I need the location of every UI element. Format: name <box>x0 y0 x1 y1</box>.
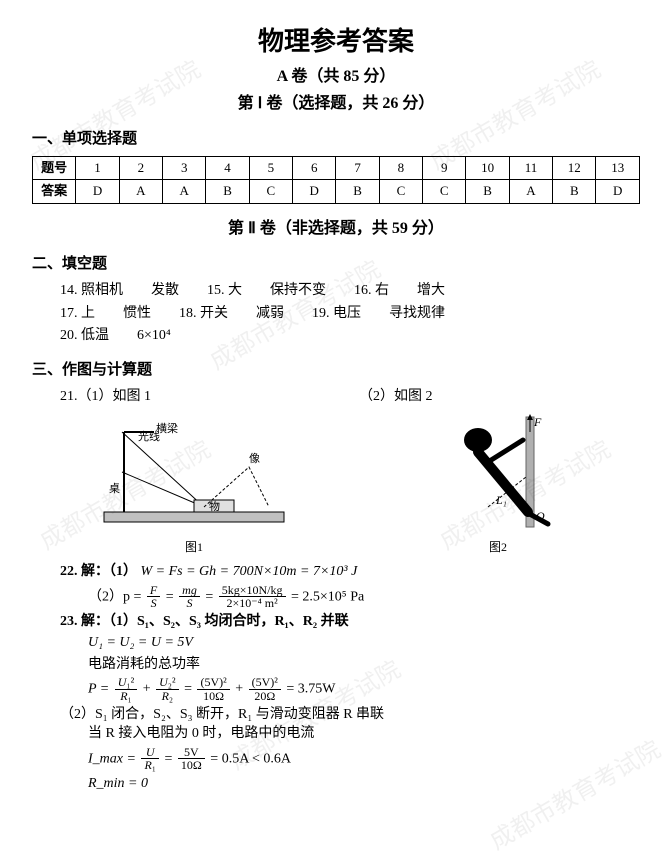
q23-p-formula: P = U₁²R₁ + U₂²R₂ = (5V)²10Ω + (5V)²20Ω … <box>88 676 640 702</box>
fill-row: 20. 低温 6×10⁴ <box>60 326 640 346</box>
fill-ans: 增大 <box>417 281 445 301</box>
svg-text:O: O <box>536 509 545 523</box>
q22-head: 22. 解：（1） <box>60 564 137 579</box>
svg-text:横梁: 横梁 <box>156 421 178 435</box>
fill-ans: 20. 低温 <box>60 326 109 346</box>
fraction: FS <box>145 584 162 610</box>
qnum: 3 <box>163 157 206 180</box>
ans: C <box>379 180 422 203</box>
q23-i-formula: I_max = UR₁ = 5V10Ω = 0.5A < 0.6A <box>88 746 640 772</box>
fill-ans: 惯性 <box>123 304 151 324</box>
figure-2: F L₁ O 图2 <box>418 412 578 556</box>
svg-text:物: 物 <box>209 499 220 513</box>
fill-ans: 发散 <box>151 281 179 301</box>
ans: B <box>553 180 596 203</box>
answer-table: 题号 1 2 3 4 5 6 7 8 9 10 11 12 13 答案 D A … <box>32 156 640 203</box>
row-label: 题号 <box>33 157 76 180</box>
q23-u-line: U₁ = U₂ = U = 5V <box>88 633 640 653</box>
q21-1-text: 21.（1）如图 1 <box>60 387 151 407</box>
q23-2-line: （2）S₁ 闭合，S₂、S₃ 断开，R₁ 与滑动变阻器 R 串联 <box>60 705 640 725</box>
ans: B <box>466 180 509 203</box>
q23-i-rhs: = 0.5A < 0.6A <box>210 751 291 766</box>
row-label: 答案 <box>33 180 76 203</box>
fill-ans: 14. 照相机 <box>60 281 123 301</box>
figure-row: 光线 横梁 像 桌 物 图1 F L₁ O 图2 <box>32 412 640 556</box>
q23-text: 电路消耗的总功率 <box>88 655 640 675</box>
q22-1-formula: W = Fs = Gh = 700N×10m = 7×10³ J <box>141 564 358 579</box>
qnum: 6 <box>293 157 336 180</box>
part2-label: 第 Ⅱ 卷（非选择题，共 59 分） <box>32 218 640 240</box>
qnum: 13 <box>596 157 640 180</box>
ans: B <box>206 180 249 203</box>
figure-1: 光线 横梁 像 桌 物 图1 <box>94 412 294 556</box>
q22-2-rhs: = 2.5×10⁵ Pa <box>291 589 364 604</box>
figure-2-caption: 图2 <box>418 539 578 556</box>
svg-text:像: 像 <box>249 452 260 465</box>
fill-ans: 18. 开关 <box>179 304 228 324</box>
section-fill-head: 二、填空题 <box>32 254 640 275</box>
qnum: 1 <box>76 157 119 180</box>
section-mc-head: 一、单项选择题 <box>32 129 640 150</box>
fraction: U₂²R₂ <box>154 676 180 702</box>
figure-1-svg: 光线 横梁 像 桌 物 <box>94 412 294 532</box>
fill-row: 14. 照相机 发散 15. 大 保持不变 16. 右 增大 <box>60 281 640 301</box>
q23-p-lhs: P = <box>88 682 109 697</box>
fraction: UR₁ <box>139 746 161 772</box>
ans: D <box>293 180 336 203</box>
fraction: (5V)²10Ω <box>195 676 231 702</box>
fraction: (5V)²20Ω <box>247 676 283 702</box>
ans: D <box>596 180 640 203</box>
figure-1-caption: 图1 <box>94 539 294 556</box>
fill-ans: 减弱 <box>256 304 284 324</box>
ans: B <box>336 180 379 203</box>
section-calc-head: 三、作图与计算题 <box>32 360 640 381</box>
fill-ans: 15. 大 <box>207 281 242 301</box>
fraction: 5kg×10N/kg2×10⁻⁴ m² <box>217 584 288 610</box>
fill-ans: 寻找规律 <box>389 304 445 324</box>
qnum: 12 <box>553 157 596 180</box>
part1-label: 第 Ⅰ 卷（选择题，共 26 分） <box>32 93 640 115</box>
svg-text:L₁: L₁ <box>495 493 507 507</box>
table-row: 答案 D A A B C D B C C B A B D <box>33 180 640 203</box>
q22-2-formula: （2）p = FS = mgS = 5kg×10N/kg2×10⁻⁴ m² = … <box>88 584 640 610</box>
qnum: 9 <box>423 157 466 180</box>
q22-2-lhs: （2）p = <box>88 589 141 604</box>
qnum: 10 <box>466 157 509 180</box>
paper-label: A 卷（共 85 分） <box>32 66 640 88</box>
fill-ans: 6×10⁴ <box>137 326 171 346</box>
qnum: 11 <box>509 157 552 180</box>
q21-2-text: （2）如图 2 <box>359 387 433 407</box>
qnum: 4 <box>206 157 249 180</box>
q23-1-line: 23. 解：（1）S₁、S₂、S₃ 均闭合时，R₁、R₂ 并联 <box>60 612 640 632</box>
ans: A <box>119 180 162 203</box>
ans: A <box>509 180 552 203</box>
q23-rmin: R_min = 0 <box>88 774 640 794</box>
fraction: U₁²R₁ <box>113 676 139 702</box>
fill-ans: 17. 上 <box>60 304 95 324</box>
figure-2-svg: F L₁ O <box>418 412 578 532</box>
fill-ans: 16. 右 <box>354 281 389 301</box>
ans: C <box>249 180 292 203</box>
fraction: 5V10Ω <box>176 746 207 772</box>
qnum: 8 <box>379 157 422 180</box>
ans: D <box>76 180 119 203</box>
q23-p-rhs: = 3.75W <box>286 682 335 697</box>
q23-i-lhs: I_max = <box>88 751 136 766</box>
fraction: mgS <box>177 584 202 610</box>
table-row: 题号 1 2 3 4 5 6 7 8 9 10 11 12 13 <box>33 157 640 180</box>
svg-text:桌: 桌 <box>109 482 120 495</box>
fill-ans: 保持不变 <box>270 281 326 301</box>
q21-row: 21.（1）如图 1 （2）如图 2 <box>60 387 640 407</box>
qnum: 5 <box>249 157 292 180</box>
fill-row: 17. 上 惯性 18. 开关 减弱 19. 电压 寻找规律 <box>60 304 640 324</box>
fill-ans: 19. 电压 <box>312 304 361 324</box>
qnum: 7 <box>336 157 379 180</box>
q23-2b-line: 当 R 接入电阻为 0 时，电路中的电流 <box>88 724 640 744</box>
ans: C <box>423 180 466 203</box>
svg-text:F: F <box>533 415 542 429</box>
page-title: 物理参考答案 <box>32 24 640 60</box>
q22-line: 22. 解：（1） W = Fs = Gh = 700N×10m = 7×10³… <box>60 562 640 582</box>
qnum: 2 <box>119 157 162 180</box>
ans: A <box>163 180 206 203</box>
